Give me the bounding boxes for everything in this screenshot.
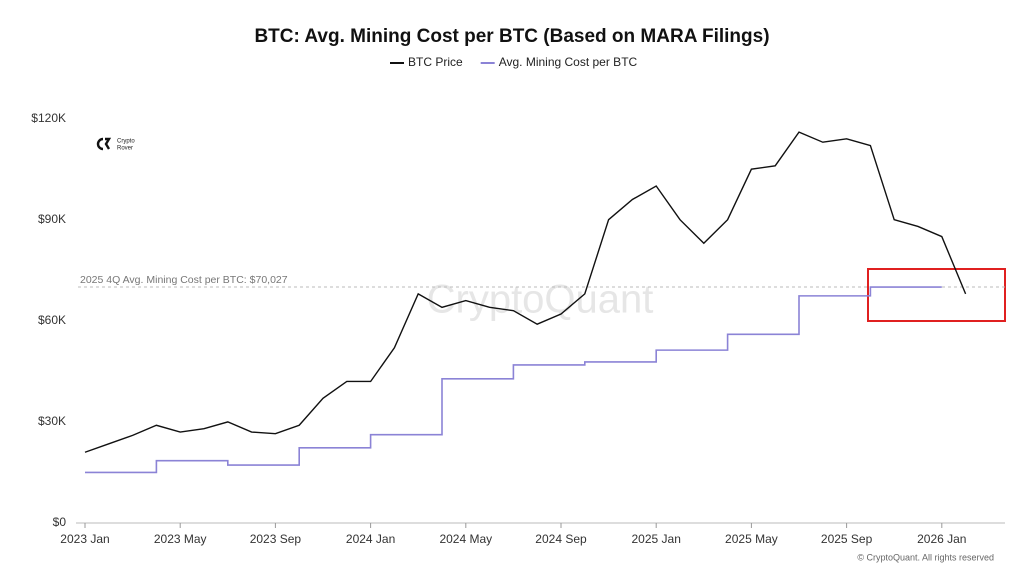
y-tick-label: $120K <box>31 111 66 125</box>
logo-icon <box>96 137 112 151</box>
y-tick-label: $90K <box>38 212 66 226</box>
copyright: © CryptoQuant. All rights reserved <box>857 552 994 562</box>
logo-text: Rover <box>117 146 133 152</box>
series-line <box>84 131 967 453</box>
y-tick-label: $0 <box>53 515 67 529</box>
x-tick-label: 2025 May <box>725 532 778 546</box>
x-tick-label: 2025 Jan <box>632 532 681 546</box>
logo-text: Crypto <box>117 139 135 145</box>
annotation-text: 2025 4Q Avg. Mining Cost per BTC: $70,02… <box>80 274 288 286</box>
legend-label: BTC Price <box>408 55 463 69</box>
logo: Crypto Rover <box>96 137 135 152</box>
chart-title: BTC: Avg. Mining Cost per BTC (Based on … <box>254 26 769 47</box>
x-tick-label: 2024 Jan <box>346 532 395 546</box>
x-tick-label: 2026 Jan <box>917 532 966 546</box>
watermark: CryptoQuant <box>427 278 654 322</box>
y-tick-label: $30K <box>38 414 66 428</box>
x-tick-label: 2023 May <box>154 532 207 546</box>
x-tick-label: 2024 Sep <box>535 532 587 546</box>
x-tick-label: 2023 Sep <box>250 532 302 546</box>
highlight-box <box>867 268 1006 322</box>
y-tick-label: $60K <box>38 313 66 327</box>
x-tick-label: 2023 Jan <box>60 532 109 546</box>
x-tick-label: 2025 Sep <box>821 532 873 546</box>
series-line <box>85 286 942 474</box>
legend-label: Avg. Mining Cost per BTC <box>499 55 638 69</box>
x-tick-label: 2024 May <box>439 532 492 546</box>
